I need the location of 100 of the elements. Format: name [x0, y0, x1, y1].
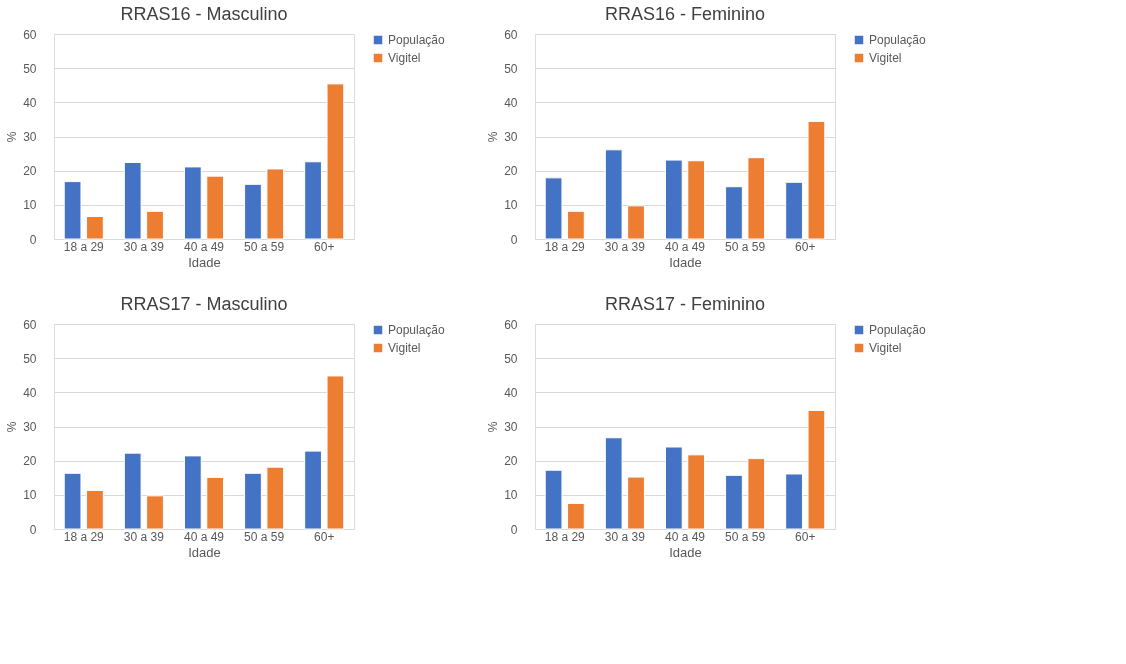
bar: [627, 205, 645, 240]
y-tick-label: 60: [23, 27, 37, 42]
bar: [63, 181, 82, 240]
x-tick-label: 60+: [795, 529, 816, 544]
x-tick-label: 40 a 49: [183, 529, 225, 544]
bar: [244, 183, 262, 240]
bar: [785, 181, 803, 240]
bar: [326, 83, 345, 240]
y-tick-label: 10: [504, 488, 518, 503]
bar: [86, 489, 104, 530]
y-tick-label: 0: [510, 232, 518, 247]
x-axis-title: Idade: [188, 254, 221, 270]
bar: [266, 466, 285, 530]
y-tick-label: 0: [29, 522, 37, 537]
y-tick-label: 20: [504, 164, 518, 179]
bar: [567, 502, 585, 530]
chart-title: RRAS17 - Feminino: [604, 294, 766, 314]
bar: [664, 446, 683, 530]
x-axis-title: Idade: [669, 544, 702, 560]
y-tick-label: 40: [504, 385, 518, 400]
legend-label: População: [388, 323, 446, 337]
bar: [747, 458, 766, 530]
y-tick-label: 60: [504, 27, 518, 42]
legend-label: População: [869, 33, 927, 47]
y-tick-label: 50: [23, 351, 37, 366]
x-tick-label: 40 a 49: [664, 529, 706, 544]
bar: [544, 177, 563, 240]
y-tick-label: 50: [504, 61, 518, 76]
bar: [304, 161, 322, 240]
x-axis-title: Idade: [188, 544, 221, 560]
x-tick-label: 30 a 39: [123, 529, 165, 544]
legend-label: Vigitel: [869, 341, 902, 355]
y-tick-label: 20: [23, 164, 37, 179]
x-tick-label: 40 a 49: [183, 239, 225, 254]
chart-title: RRAS16 - Masculino: [120, 4, 288, 24]
x-tick-label: 50 a 59: [244, 529, 285, 544]
x-tick-label: 18 a 29: [544, 239, 586, 254]
x-tick-label: 18 a 29: [63, 239, 105, 254]
y-tick-label: 0: [510, 522, 518, 537]
y-tick-label: 10: [23, 198, 37, 213]
y-tick-label: 30: [504, 130, 518, 144]
x-tick-label: 50 a 59: [244, 239, 285, 254]
legend-label: Vigitel: [869, 51, 902, 65]
bar: [326, 375, 345, 530]
y-tick-label: 40: [23, 385, 37, 400]
bar: [604, 437, 623, 530]
x-tick-label: 50 a 59: [725, 239, 766, 254]
bar: [807, 409, 826, 530]
bar: [63, 472, 82, 530]
legend-label: Vigitel: [388, 341, 421, 355]
x-axis-title: Idade: [669, 254, 702, 270]
bar: [86, 215, 104, 240]
bar: [206, 175, 225, 240]
y-tick-label: 10: [23, 488, 37, 503]
y-tick-label: 30: [504, 420, 518, 434]
y-tick-label: 10: [504, 198, 518, 213]
bar: [604, 149, 623, 240]
y-axis-title: %: [5, 421, 20, 433]
bar: [183, 455, 202, 530]
bar: [146, 210, 164, 240]
bar: [206, 476, 225, 530]
bar: [664, 159, 683, 240]
bar: [244, 472, 262, 530]
bar: [627, 476, 645, 530]
y-tick-label: 60: [23, 317, 37, 332]
bar: [183, 166, 202, 240]
chart-title: RRAS16 - Feminino: [604, 4, 766, 24]
y-tick-label: 50: [23, 61, 37, 76]
x-tick-label: 60+: [795, 239, 816, 254]
legend-label: População: [869, 323, 927, 337]
x-tick-label: 60+: [314, 239, 335, 254]
y-tick-label: 40: [504, 95, 518, 110]
bar: [687, 454, 706, 530]
legend-label: População: [388, 33, 446, 47]
y-tick-label: 60: [504, 317, 518, 332]
bar: [304, 450, 322, 530]
x-tick-label: 40 a 49: [664, 239, 706, 254]
y-axis-title: %: [486, 131, 501, 143]
y-tick-label: 20: [23, 454, 37, 469]
y-tick-label: 50: [504, 351, 518, 366]
y-tick-label: 40: [23, 95, 37, 110]
bar: [123, 452, 142, 530]
bar: [123, 161, 142, 240]
bar: [725, 186, 743, 240]
x-tick-label: 30 a 39: [604, 529, 646, 544]
y-tick-label: 30: [23, 130, 37, 144]
y-axis-title: %: [486, 421, 501, 433]
legend-label: Vigitel: [388, 51, 421, 65]
x-tick-label: 50 a 59: [725, 529, 766, 544]
bar: [807, 120, 826, 240]
y-tick-label: 30: [23, 420, 37, 434]
x-tick-label: 30 a 39: [123, 239, 165, 254]
bar: [266, 168, 285, 240]
bar: [544, 469, 563, 530]
bar: [146, 495, 164, 530]
y-axis-title: %: [5, 131, 20, 143]
bar: [785, 473, 803, 530]
bar: [725, 474, 743, 530]
y-tick-label: 20: [504, 454, 518, 469]
x-tick-label: 60+: [314, 529, 335, 544]
